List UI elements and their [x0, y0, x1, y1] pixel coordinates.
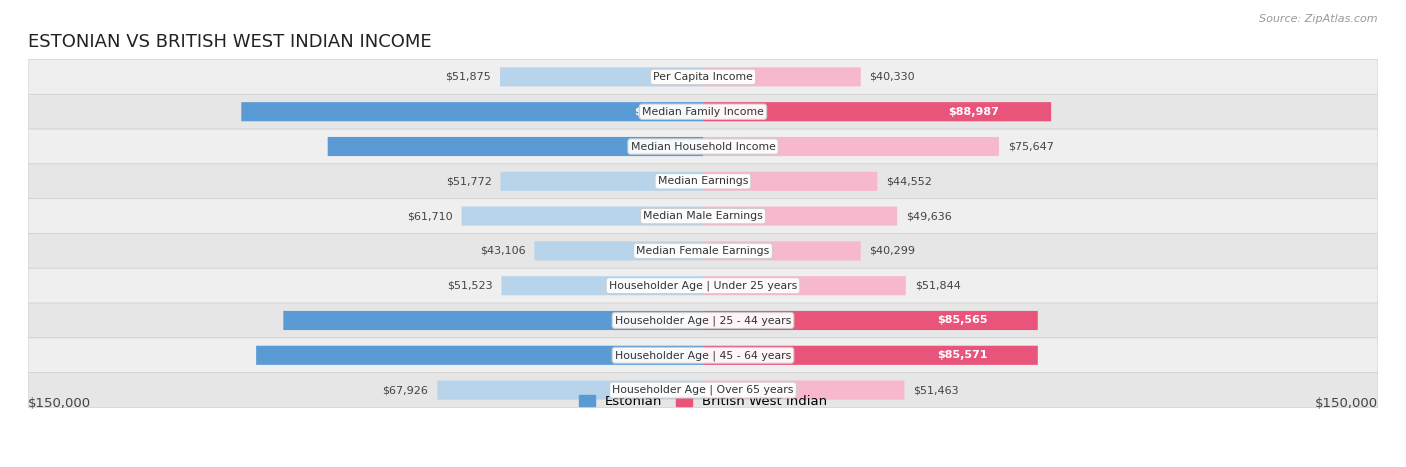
- Text: $67,926: $67,926: [382, 385, 429, 395]
- FancyBboxPatch shape: [242, 102, 703, 121]
- FancyBboxPatch shape: [284, 311, 703, 330]
- FancyBboxPatch shape: [28, 164, 1378, 198]
- Text: $51,772: $51,772: [446, 177, 492, 186]
- Legend: Estonian, British West Indian: Estonian, British West Indian: [579, 395, 827, 408]
- FancyBboxPatch shape: [328, 137, 703, 156]
- FancyBboxPatch shape: [703, 67, 860, 86]
- Text: $51,463: $51,463: [912, 385, 959, 395]
- Text: Householder Age | 45 - 64 years: Householder Age | 45 - 64 years: [614, 350, 792, 361]
- FancyBboxPatch shape: [703, 137, 998, 156]
- Text: $40,330: $40,330: [869, 72, 915, 82]
- FancyBboxPatch shape: [534, 241, 703, 261]
- FancyBboxPatch shape: [28, 198, 1378, 234]
- Text: Median Family Income: Median Family Income: [643, 107, 763, 117]
- FancyBboxPatch shape: [703, 346, 1038, 365]
- Text: $44,552: $44,552: [886, 177, 932, 186]
- Text: $95,930: $95,930: [647, 142, 697, 151]
- Text: Median Household Income: Median Household Income: [630, 142, 776, 151]
- FancyBboxPatch shape: [28, 269, 1378, 303]
- FancyBboxPatch shape: [703, 206, 897, 226]
- Text: $51,875: $51,875: [446, 72, 491, 82]
- Text: $85,565: $85,565: [936, 316, 987, 325]
- FancyBboxPatch shape: [28, 373, 1378, 408]
- Text: $51,844: $51,844: [915, 281, 960, 290]
- Text: $40,299: $40,299: [869, 246, 915, 256]
- Text: $150,000: $150,000: [28, 397, 91, 410]
- FancyBboxPatch shape: [703, 311, 1038, 330]
- Text: $150,000: $150,000: [1315, 397, 1378, 410]
- FancyBboxPatch shape: [28, 129, 1378, 164]
- FancyBboxPatch shape: [501, 67, 703, 86]
- Text: $75,647: $75,647: [1008, 142, 1053, 151]
- Text: $43,106: $43,106: [479, 246, 526, 256]
- FancyBboxPatch shape: [703, 241, 860, 261]
- Text: $49,636: $49,636: [905, 211, 952, 221]
- FancyBboxPatch shape: [703, 381, 904, 400]
- FancyBboxPatch shape: [703, 172, 877, 191]
- FancyBboxPatch shape: [28, 59, 1378, 94]
- Text: Householder Age | Over 65 years: Householder Age | Over 65 years: [612, 385, 794, 396]
- FancyBboxPatch shape: [703, 276, 905, 295]
- Text: $51,523: $51,523: [447, 281, 492, 290]
- Text: $88,987: $88,987: [948, 107, 998, 117]
- Text: $107,269: $107,269: [640, 316, 699, 325]
- Text: Median Earnings: Median Earnings: [658, 177, 748, 186]
- Text: Per Capita Income: Per Capita Income: [652, 72, 754, 82]
- FancyBboxPatch shape: [501, 172, 703, 191]
- FancyBboxPatch shape: [28, 94, 1378, 129]
- Text: $61,710: $61,710: [408, 211, 453, 221]
- FancyBboxPatch shape: [28, 338, 1378, 373]
- FancyBboxPatch shape: [502, 276, 703, 295]
- FancyBboxPatch shape: [703, 102, 1052, 121]
- Text: ESTONIAN VS BRITISH WEST INDIAN INCOME: ESTONIAN VS BRITISH WEST INDIAN INCOME: [28, 33, 432, 51]
- FancyBboxPatch shape: [437, 381, 703, 400]
- Text: Median Female Earnings: Median Female Earnings: [637, 246, 769, 256]
- FancyBboxPatch shape: [28, 234, 1378, 269]
- Text: Median Male Earnings: Median Male Earnings: [643, 211, 763, 221]
- Text: Householder Age | 25 - 44 years: Householder Age | 25 - 44 years: [614, 315, 792, 326]
- FancyBboxPatch shape: [28, 303, 1378, 338]
- Text: $114,220: $114,220: [636, 350, 695, 360]
- Text: Householder Age | Under 25 years: Householder Age | Under 25 years: [609, 281, 797, 291]
- Text: $85,571: $85,571: [936, 350, 987, 360]
- FancyBboxPatch shape: [256, 346, 703, 365]
- FancyBboxPatch shape: [461, 206, 703, 226]
- Text: $118,013: $118,013: [634, 107, 692, 117]
- Text: Source: ZipAtlas.com: Source: ZipAtlas.com: [1260, 14, 1378, 24]
